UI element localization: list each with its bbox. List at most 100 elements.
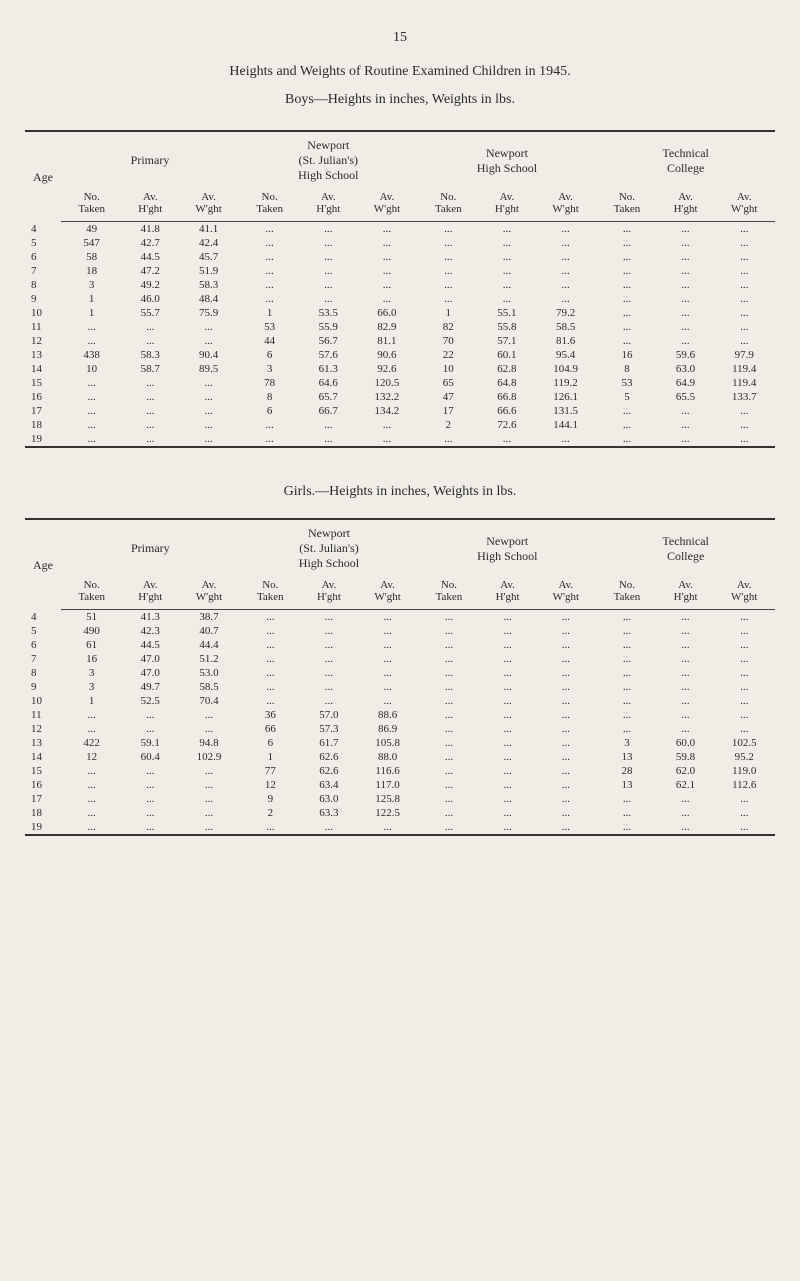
data-cell: 95.4 [535, 348, 596, 362]
data-cell: 53.5 [300, 306, 356, 320]
data-cell: ... [300, 222, 356, 237]
age-cell: 17 [25, 792, 61, 806]
data-cell: ... [301, 624, 357, 638]
data-cell: 61 [61, 638, 122, 652]
data-cell: ... [61, 764, 122, 778]
age-cell: 4 [25, 610, 61, 625]
data-cell: ... [356, 250, 417, 264]
data-cell: 86.9 [357, 722, 418, 736]
data-cell: 66.8 [479, 390, 535, 404]
table-row: 141260.4102.9162.688.0.........1359.895.… [25, 750, 775, 764]
data-cell: ... [122, 334, 178, 348]
data-cell: ... [596, 806, 657, 820]
data-cell: 547 [61, 236, 122, 250]
data-cell: ... [480, 764, 536, 778]
data-cell: 51 [61, 610, 122, 625]
table-row: 11.........5355.982.98255.858.5......... [25, 320, 775, 334]
age-cell: 11 [25, 320, 61, 334]
data-cell: 77 [240, 764, 301, 778]
data-cell: 47.0 [122, 652, 178, 666]
data-cell: ... [479, 292, 535, 306]
data-cell: ... [480, 638, 536, 652]
data-cell: 62.1 [658, 778, 714, 792]
data-cell: ... [300, 250, 356, 264]
data-cell: ... [61, 792, 122, 806]
data-cell: 63.3 [301, 806, 357, 820]
data-cell: 55.7 [122, 306, 178, 320]
data-cell: ... [596, 418, 657, 432]
data-cell: ... [714, 264, 776, 278]
data-cell: ... [122, 792, 178, 806]
table-row: 11.........3657.088.6.................. [25, 708, 775, 722]
data-cell: 49 [61, 222, 122, 237]
data-cell: ... [536, 638, 597, 652]
data-cell: ... [122, 390, 178, 404]
data-cell: 3 [61, 666, 122, 680]
data-cell: 48.4 [178, 292, 239, 306]
data-cell: ... [536, 610, 597, 625]
data-cell: 1 [239, 306, 300, 320]
data-cell: ... [239, 264, 300, 278]
data-cell: 104.9 [535, 362, 596, 376]
data-cell: ... [658, 638, 714, 652]
data-cell: ... [240, 624, 301, 638]
data-cell: ... [479, 278, 535, 292]
data-cell: ... [418, 708, 479, 722]
data-cell: 42.4 [178, 236, 239, 250]
data-cell: ... [122, 376, 178, 390]
data-cell: 422 [61, 736, 122, 750]
data-cell: 17 [418, 404, 479, 418]
data-cell: 125.8 [357, 792, 418, 806]
data-cell: ... [596, 236, 657, 250]
data-cell: 1 [240, 750, 301, 764]
data-cell: ... [239, 432, 300, 447]
data-cell: ... [178, 806, 239, 820]
group-primary: Primary [61, 519, 240, 575]
age-cell: 4 [25, 222, 61, 237]
data-cell: ... [178, 778, 239, 792]
data-cell: ... [596, 320, 657, 334]
data-cell: 18 [61, 264, 122, 278]
data-cell: 10 [418, 362, 479, 376]
data-cell: ... [61, 820, 122, 835]
data-cell: ... [122, 778, 178, 792]
table-row: 71647.051.2........................... [25, 652, 775, 666]
data-cell: ... [418, 278, 479, 292]
data-cell: ... [357, 680, 418, 694]
data-cell: ... [596, 624, 657, 638]
data-cell: 105.8 [357, 736, 418, 750]
table-row: 18..................272.6144.1......... [25, 418, 775, 432]
data-cell: 65.7 [300, 390, 356, 404]
data-cell: ... [357, 624, 418, 638]
data-cell: ... [714, 250, 776, 264]
data-cell: ... [61, 404, 122, 418]
age-cell: 5 [25, 236, 61, 250]
data-cell: ... [240, 638, 301, 652]
data-cell: ... [480, 792, 536, 806]
data-cell: ... [479, 236, 535, 250]
data-cell: 59.6 [658, 348, 714, 362]
table-row: 10152.570.4........................... [25, 694, 775, 708]
data-cell: 61.3 [300, 362, 356, 376]
data-cell: ... [418, 432, 479, 447]
data-cell: ... [122, 432, 178, 447]
col-subheader: Av.H'ght [122, 575, 178, 610]
data-cell: 62.6 [301, 764, 357, 778]
age-cell: 19 [25, 432, 61, 447]
data-cell: ... [122, 806, 178, 820]
data-cell: ... [480, 750, 536, 764]
data-cell: ... [301, 638, 357, 652]
data-cell: 58.5 [535, 320, 596, 334]
data-cell: 112.6 [714, 778, 776, 792]
data-cell: ... [418, 250, 479, 264]
data-cell: ... [418, 292, 479, 306]
data-cell: 62.8 [479, 362, 535, 376]
data-cell: 57.0 [301, 708, 357, 722]
data-cell: ... [61, 722, 122, 736]
data-cell: ... [714, 820, 776, 835]
col-subheader: No.Taken [418, 575, 479, 610]
data-cell: ... [714, 722, 776, 736]
age-cell: 19 [25, 820, 61, 835]
data-cell: ... [178, 708, 239, 722]
data-cell: 44.5 [122, 250, 178, 264]
